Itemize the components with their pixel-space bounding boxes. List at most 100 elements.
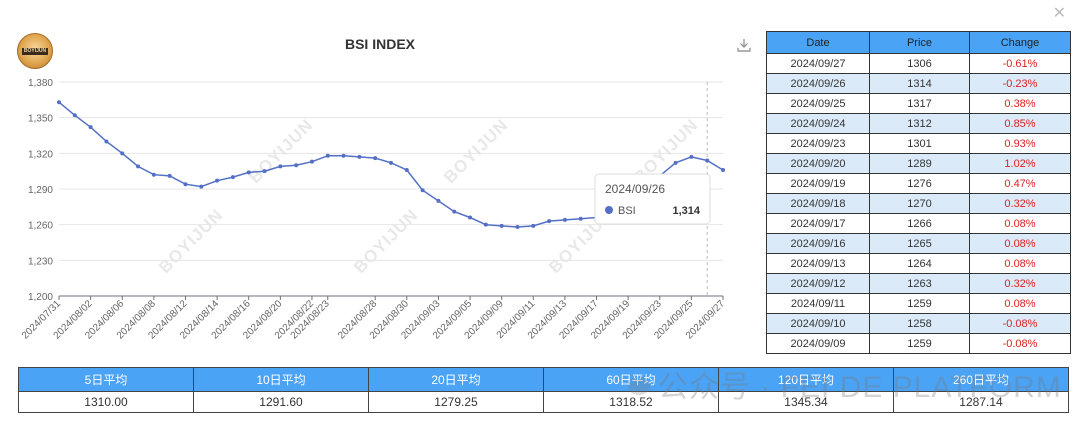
table-row: 2024/09/19 1276 0.47% <box>766 173 1071 194</box>
data-point <box>673 160 678 165</box>
data-point <box>151 172 156 177</box>
price-table: Date Price Change 2024/09/27 1306 -0.61% 20… <box>766 31 1071 354</box>
data-point <box>341 153 346 158</box>
price-cell: 1314 <box>869 73 970 94</box>
date-cell: 2024/09/10 <box>766 313 870 334</box>
average-value: 1279.25 <box>368 391 544 413</box>
change-cell: 0.08% <box>969 233 1071 254</box>
date-cell: 2024/09/12 <box>766 273 870 294</box>
header-price: Price <box>869 31 970 54</box>
data-point <box>531 223 536 228</box>
data-point <box>88 125 93 130</box>
date-cell: 2024/09/26 <box>766 73 870 94</box>
y-tick-label: 1,290 <box>28 185 53 196</box>
data-point <box>278 164 283 169</box>
footer-watermark: 公众号 · FEI DE PLATFORM <box>628 362 1062 406</box>
moving-average-table: 5日平均 10日平均 20日平均 60日平均 120日平均 260日平均 1310.00 1… <box>18 367 1069 413</box>
close-icon[interactable]: ✕ <box>1052 5 1066 22</box>
average-header: 20日平均 <box>368 367 544 392</box>
average-header: 60日平均 <box>543 367 719 392</box>
chart-watermark: BOYIJUN <box>350 205 422 277</box>
chart-watermark: BOYIJUN <box>155 205 227 277</box>
download-icon[interactable] <box>737 38 751 52</box>
price-cell: 1259 <box>869 293 970 314</box>
tooltip-value: 1,314 <box>672 205 700 217</box>
data-point <box>420 188 425 193</box>
data-point <box>578 216 583 221</box>
date-cell: 2024/09/13 <box>766 253 870 274</box>
change-cell: 0.85% <box>969 113 1071 134</box>
table-row: 2024/09/20 1289 1.02% <box>766 153 1071 174</box>
data-point <box>515 225 520 230</box>
date-cell: 2024/09/18 <box>766 193 870 214</box>
price-cell: 1263 <box>869 273 970 294</box>
y-tick-label: 1,260 <box>28 221 53 232</box>
change-cell: -0.08% <box>969 313 1071 334</box>
table-row: 2024/09/26 1314 -0.23% <box>766 73 1071 94</box>
chart-watermark: BOYIJUN <box>440 115 512 187</box>
tooltip-marker <box>605 206 613 214</box>
table-row: 2024/09/09 1259 -0.08% <box>766 333 1071 354</box>
date-cell: 2024/09/09 <box>766 333 870 354</box>
average-header: 120日平均 <box>718 367 894 392</box>
data-point <box>562 217 567 222</box>
table-row: 2024/09/10 1258 -0.08% <box>766 313 1071 334</box>
change-cell: -0.08% <box>969 333 1071 354</box>
average-value: 1345.34 <box>718 391 894 413</box>
table-row: 2024/09/17 1266 0.08% <box>766 213 1071 234</box>
table-row: 2024/09/27 1306 -0.61% <box>766 53 1071 74</box>
table-row: 2024/09/13 1264 0.08% <box>766 253 1071 274</box>
data-point <box>436 198 441 203</box>
table-row: 2024/09/12 1263 0.32% <box>766 273 1071 294</box>
data-point <box>357 154 362 159</box>
table-row: 2024/09/23 1301 0.93% <box>766 133 1071 154</box>
date-cell: 2024/09/19 <box>766 173 870 194</box>
change-cell: 0.38% <box>969 93 1071 114</box>
date-cell: 2024/09/24 <box>766 113 870 134</box>
data-point <box>468 215 473 220</box>
data-point <box>404 167 409 172</box>
price-cell: 1265 <box>869 233 970 254</box>
change-cell: 1.02% <box>969 153 1071 174</box>
date-cell: 2024/09/11 <box>766 293 870 314</box>
tooltip-box <box>594 173 711 225</box>
average-header: 10日平均 <box>193 367 369 392</box>
average-value: 1291.60 <box>193 391 369 413</box>
data-point <box>721 167 725 172</box>
date-cell: 2024/09/23 <box>766 133 870 154</box>
data-point <box>104 139 109 144</box>
header-date: Date <box>766 31 870 54</box>
wechat-icon <box>628 377 650 395</box>
table-row: 2024/09/16 1265 0.08% <box>766 233 1071 254</box>
price-cell: 1312 <box>869 113 970 134</box>
date-cell: 2024/09/20 <box>766 153 870 174</box>
data-point <box>294 163 299 168</box>
y-tick-label: 1,230 <box>28 256 53 267</box>
price-cell: 1276 <box>869 173 970 194</box>
price-cell: 1289 <box>869 153 970 174</box>
price-table-header: Date Price Change <box>766 31 1071 54</box>
data-point <box>199 184 204 189</box>
table-row: 2024/09/11 1259 0.08% <box>766 293 1071 314</box>
change-cell: -0.61% <box>969 53 1071 74</box>
table-row: 2024/09/18 1270 0.32% <box>766 193 1071 214</box>
price-cell: 1301 <box>869 133 970 154</box>
average-value: 1318.52 <box>543 391 719 413</box>
data-point <box>120 151 125 156</box>
y-tick-label: 1,350 <box>28 114 53 125</box>
table-row: 2024/09/25 1317 0.38% <box>766 93 1071 114</box>
data-point <box>309 159 314 164</box>
data-point <box>389 160 393 165</box>
change-cell: 0.08% <box>969 293 1071 314</box>
data-point <box>499 223 504 228</box>
change-cell: 0.32% <box>969 273 1071 294</box>
y-tick-label: 1,380 <box>28 78 53 89</box>
change-cell: 0.47% <box>969 173 1071 194</box>
table-row: 2024/09/24 1312 0.85% <box>766 113 1071 134</box>
price-cell: 1270 <box>869 193 970 214</box>
header-change: Change <box>969 31 1071 54</box>
date-cell: 2024/09/25 <box>766 93 870 114</box>
date-cell: 2024/09/17 <box>766 213 870 234</box>
y-tick-label: 1,200 <box>28 292 53 303</box>
chart-watermark: BOYIJUN <box>245 115 317 187</box>
